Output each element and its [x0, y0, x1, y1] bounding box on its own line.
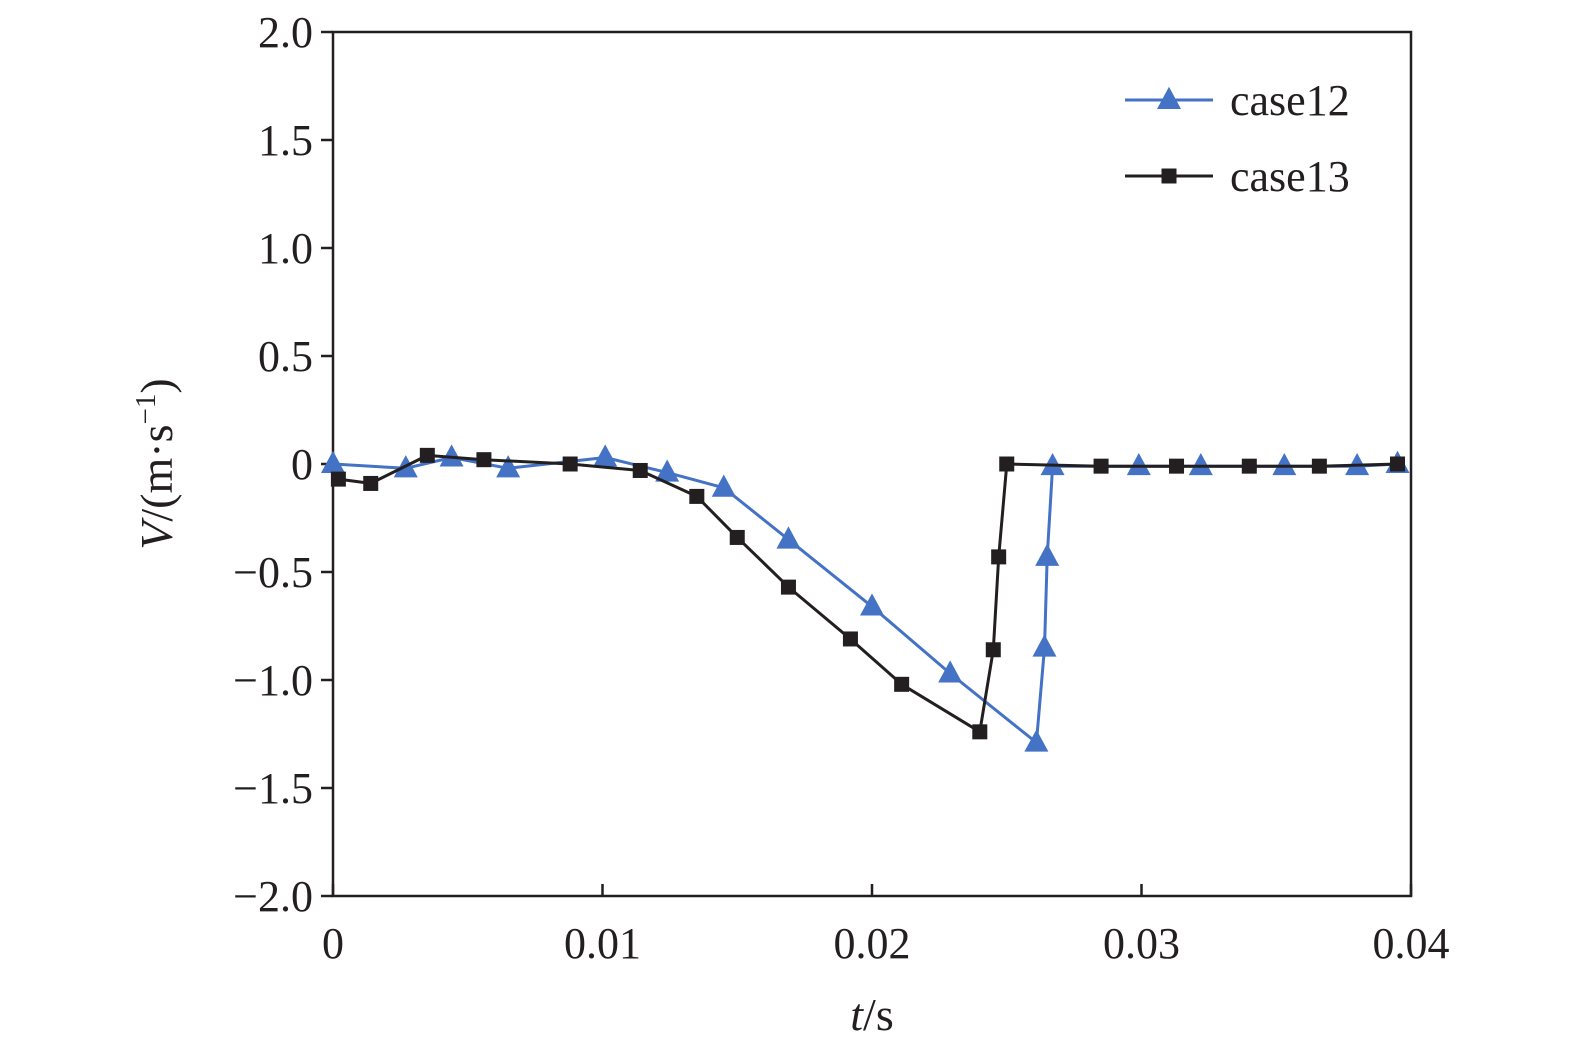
y-tick-label: −2.0	[233, 872, 313, 921]
data-point-case12	[1032, 634, 1057, 657]
y-tick-label: 1.5	[258, 116, 313, 165]
y-tick-label: −1.0	[233, 656, 313, 705]
legend: case12 case13	[1125, 76, 1350, 201]
y-tick-label: 0.5	[258, 332, 313, 381]
y-tick-label: −0.5	[233, 548, 313, 597]
data-point-case13	[991, 549, 1007, 565]
data-point-case12	[439, 444, 464, 467]
data-point-case12	[1188, 452, 1213, 476]
data-point-case12	[655, 459, 680, 482]
y-tick-label: 2.0	[258, 8, 313, 57]
y-axis-unit-close: )	[131, 378, 182, 393]
y-tick-label: 1.0	[258, 224, 313, 273]
data-point-case12	[938, 660, 963, 683]
data-point-case12	[860, 593, 884, 616]
data-point-case13	[780, 579, 796, 595]
data-point-case13	[363, 475, 379, 491]
x-axis-variable: t	[850, 989, 864, 1040]
data-point-case12	[1024, 729, 1049, 752]
y-axis-variable: V	[131, 517, 182, 550]
legend-item-case13: case13	[1125, 152, 1350, 201]
x-axis-title: t/s	[850, 989, 893, 1040]
data-point-case12	[496, 455, 521, 478]
y-tick-label: 0	[291, 440, 313, 489]
data-point-case13	[1241, 458, 1257, 474]
data-point-case13	[330, 471, 346, 487]
series-case13	[330, 447, 1406, 740]
legend-item-case12: case12	[1125, 76, 1350, 125]
data-point-case13	[842, 631, 858, 647]
series-line-case12	[332, 456, 1398, 745]
x-axis-unit: /s	[863, 989, 894, 1040]
y-axis-title: V/(m·s−1)	[130, 378, 182, 549]
data-point-case13	[1390, 456, 1406, 472]
data-point-case13	[419, 447, 435, 463]
x-tick-label: 0.01	[564, 919, 641, 968]
series-case12	[321, 444, 1410, 752]
legend-marker	[1157, 86, 1181, 109]
legend-label: case13	[1230, 152, 1350, 201]
data-point-case13	[476, 452, 492, 468]
series-line-case13	[338, 453, 1398, 734]
series-layer	[321, 444, 1410, 752]
data-point-case13	[729, 529, 745, 545]
x-tick-label: 0.04	[1373, 919, 1450, 968]
data-point-case13	[562, 456, 578, 472]
data-point-case13	[985, 642, 1001, 658]
data-point-case12	[321, 450, 345, 473]
data-point-case13	[999, 456, 1015, 472]
legend-marker	[1161, 168, 1177, 184]
x-tick-label: 0.03	[1103, 919, 1180, 968]
data-point-case13	[1169, 458, 1185, 474]
data-point-case12	[1126, 452, 1151, 476]
x-tick-label: 0	[322, 919, 344, 968]
data-point-case13	[972, 724, 988, 740]
data-point-case12	[776, 526, 801, 549]
data-point-case13	[894, 676, 910, 692]
data-point-case12	[1272, 452, 1297, 476]
data-point-case13	[1311, 458, 1327, 474]
data-point-case13	[632, 462, 648, 478]
data-point-case12	[1035, 543, 1060, 566]
data-point-case13	[689, 488, 705, 504]
y-axis-ticks: 2.0 1.5 1.0 0.5 0 −0.5 −1.0 −1.5 −2.0	[233, 8, 333, 921]
data-point-case13	[1093, 458, 1109, 474]
y-tick-label: −1.5	[233, 764, 313, 813]
data-point-case12	[711, 474, 736, 497]
y-axis-unit-exponent: −1	[130, 394, 162, 425]
data-point-case12	[593, 444, 618, 467]
x-tick-label: 0.02	[834, 919, 911, 968]
x-axis-ticks: 0 0.01 0.02 0.03 0.04	[322, 884, 1450, 968]
legend-label: case12	[1230, 76, 1350, 125]
y-axis-unit: /(m·s	[131, 424, 182, 521]
